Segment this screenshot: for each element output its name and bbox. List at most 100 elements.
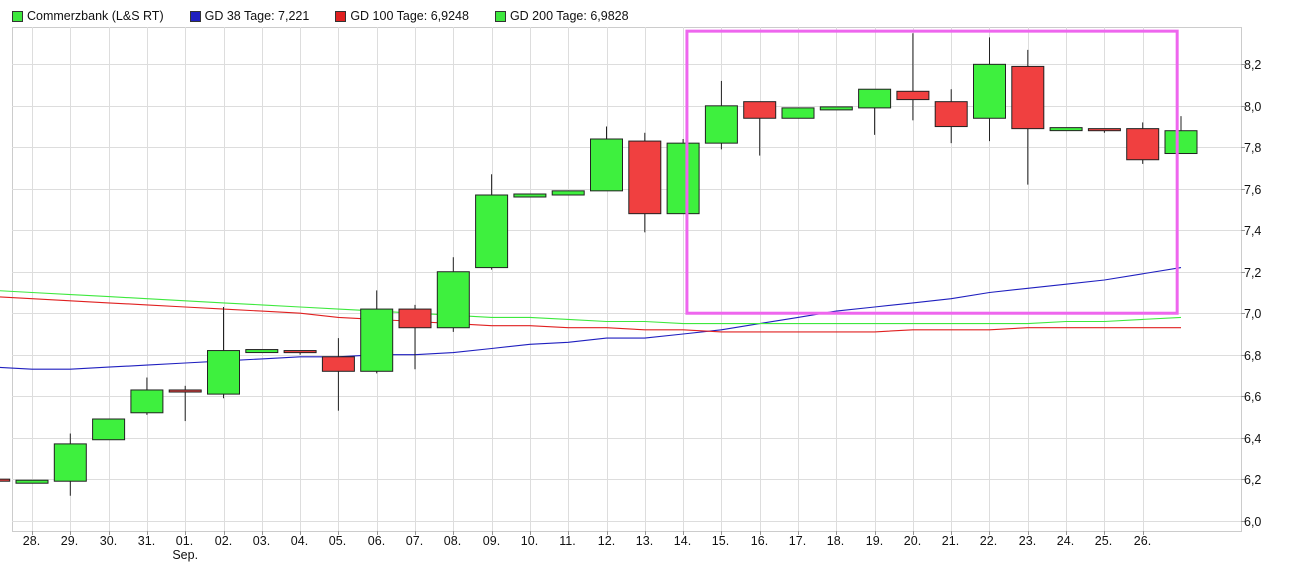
y-tick-label: 7,2	[1244, 266, 1261, 280]
candle-body	[15, 479, 49, 484]
candle-body	[283, 350, 317, 354]
legend-item-gd38[interactable]: GD 38 Tage: 7,221	[189, 9, 310, 23]
series-line-gd-200-tage	[0, 290, 1182, 325]
candle	[1087, 128, 1121, 133]
x-tick-label: 30.	[100, 534, 117, 548]
candle	[130, 377, 164, 415]
x-tick-label: 14.	[674, 534, 691, 548]
x-tick-label: 03.	[253, 534, 270, 548]
x-tick-label: 24.	[1057, 534, 1074, 548]
legend-label-gd38: GD 38 Tage: 7,221	[204, 9, 310, 23]
candle-body	[1011, 65, 1045, 130]
candle-body	[858, 88, 892, 109]
x-tick-label: 12.	[598, 534, 615, 548]
candle	[590, 126, 623, 192]
y-tick-label: 7,8	[1244, 141, 1261, 155]
y-tick-label: 6,6	[1244, 390, 1261, 404]
x-tick-label: 09.	[483, 534, 500, 548]
candle-body	[1164, 130, 1198, 155]
candle	[53, 433, 87, 496]
candle-body	[207, 350, 240, 395]
candle	[781, 107, 815, 119]
candle-body	[92, 418, 126, 441]
candle	[704, 80, 738, 150]
plot-frame	[12, 27, 1242, 532]
y-tick-label: 6,4	[1244, 432, 1261, 446]
x-tick-label: 20.	[904, 534, 921, 548]
chart-legend: Commerzbank (L&S RT) GD 38 Tage: 7,221 G…	[12, 7, 655, 25]
candle	[0, 478, 11, 482]
legend-item-price[interactable]: Commerzbank (L&S RT)	[12, 9, 164, 23]
candle	[666, 139, 700, 215]
x-tick-label: 08.	[444, 534, 461, 548]
x-tick-label: 10.	[521, 534, 538, 548]
candle	[92, 418, 126, 441]
candle-body	[321, 356, 355, 372]
x-tick-label: 29.	[61, 534, 78, 548]
candle	[207, 307, 240, 399]
candle-body	[819, 106, 853, 111]
x-tick-label: 25.	[1095, 534, 1112, 548]
y-tick-label: 6,0	[1244, 515, 1261, 529]
candle	[1126, 122, 1160, 164]
x-tick-label: 16.	[751, 534, 768, 548]
series-line-gd-100-tage	[0, 296, 1181, 333]
candle-body	[130, 389, 164, 414]
candle-body	[896, 90, 930, 101]
candle	[973, 37, 1006, 142]
y-tick-label: 7,4	[1244, 224, 1261, 238]
grid-layer	[12, 27, 1242, 532]
candle-body	[53, 443, 87, 482]
legend-item-gd100[interactable]: GD 100 Tage: 6,9248	[335, 9, 469, 23]
candle-body	[590, 138, 623, 192]
x-tick-label: 07.	[406, 534, 423, 548]
legend-swatch-gd200	[494, 10, 506, 22]
candle	[321, 338, 355, 411]
candle-body	[436, 271, 470, 329]
candle	[283, 350, 317, 355]
candle-body	[973, 63, 1006, 119]
y-tick-label: 7,0	[1244, 307, 1261, 321]
x-tick-label: 06.	[368, 534, 385, 548]
candle	[934, 89, 968, 144]
candle	[513, 193, 547, 198]
candle-body	[168, 389, 202, 393]
legend-swatch-price	[12, 10, 23, 22]
candle	[819, 106, 853, 111]
x-tick-label: 05.	[329, 534, 346, 548]
candle-body	[743, 101, 777, 119]
y-tick-label: 8,0	[1244, 100, 1261, 114]
y-tick-label: 8,2	[1244, 58, 1261, 72]
series-line-gd-38-tage	[0, 267, 1182, 370]
x-tick-label: 18.	[827, 534, 844, 548]
candle	[551, 190, 585, 196]
x-tick-label: 13.	[636, 534, 653, 548]
candle	[168, 385, 202, 422]
legend-label-gd200: GD 200 Tage: 6,9828	[509, 9, 629, 23]
candle	[1164, 116, 1198, 155]
x-tick-label: 28.	[23, 534, 40, 548]
legend-swatch-gd100	[335, 10, 347, 22]
candle-body	[1049, 127, 1083, 132]
candle	[1049, 127, 1083, 132]
candle-body	[704, 105, 738, 144]
candle-layer	[0, 33, 1198, 496]
legend-label-gd100: GD 100 Tage: 6,9248	[350, 9, 469, 23]
candle	[896, 33, 930, 121]
candle	[628, 132, 662, 233]
y-tick-label: 7,6	[1244, 183, 1261, 197]
candle	[398, 304, 432, 370]
candle-body	[245, 349, 279, 354]
candle-body	[628, 140, 662, 215]
x-tick-label: 04.	[291, 534, 308, 548]
legend-item-gd200[interactable]: GD 200 Tage: 6,9828	[494, 9, 629, 23]
x-tick-label: 01.	[176, 534, 193, 548]
y-tick-label: 6,8	[1244, 349, 1261, 363]
candle-body	[781, 107, 815, 119]
candle	[245, 349, 279, 354]
y-tick-label: 6,2	[1244, 473, 1261, 487]
candle	[858, 88, 892, 135]
x-tick-label: 17.	[789, 534, 806, 548]
candle-body	[934, 101, 968, 128]
